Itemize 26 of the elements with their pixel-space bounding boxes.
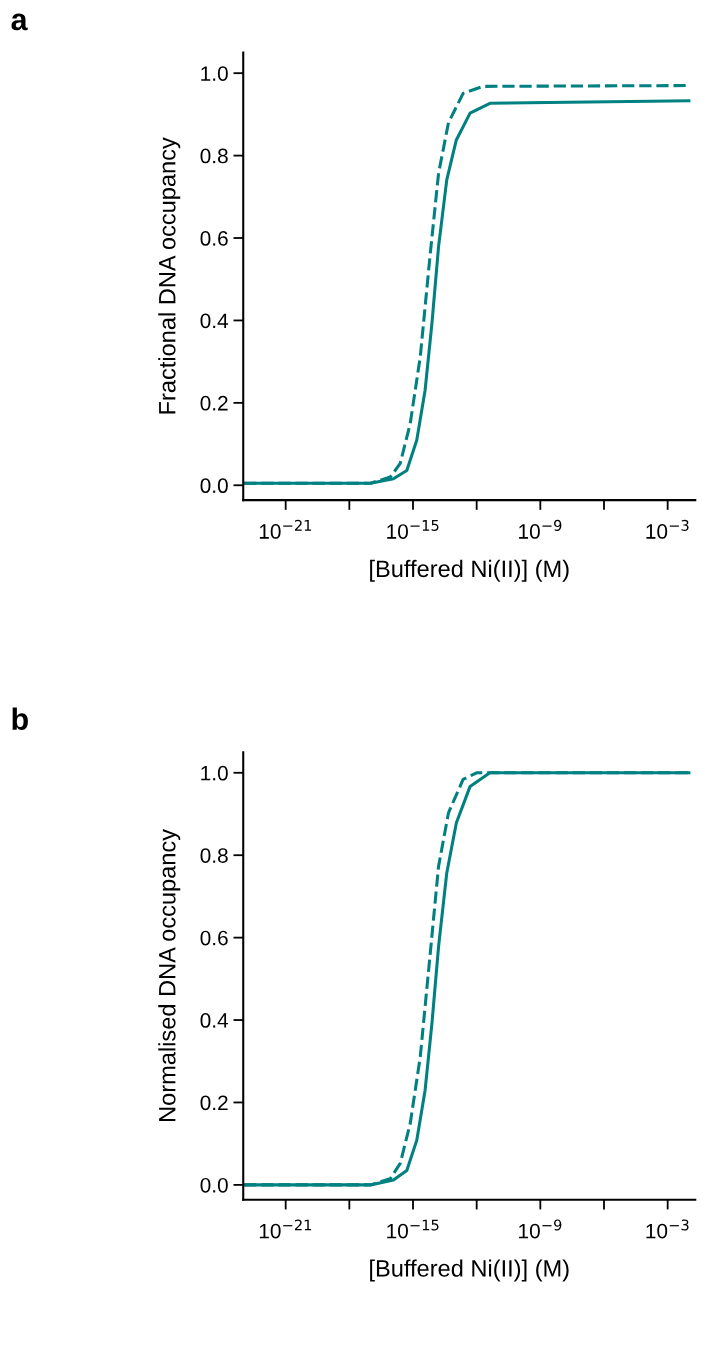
y-tick-label: 1.0 — [201, 765, 228, 781]
x-axis-title: [Buffered Ni(II)] (M) — [370, 559, 569, 582]
y-tick-label: 1.0 — [201, 66, 228, 81]
chart-title: b — [12, 707, 28, 730]
y-tick-label: 0.0 — [200, 1177, 228, 1193]
x-tick-label: 10$^{−21}$ — [259, 1219, 312, 1239]
y-tick-label: 0.8 — [200, 148, 228, 164]
y-tick-label: 0.4 — [200, 313, 229, 329]
y-tick-label: 0.8 — [200, 848, 228, 863]
y-tick-label: 0.4 — [200, 1013, 229, 1028]
y-axis-title: Fractional DNA occupancy — [158, 137, 181, 414]
y-tick-label: 0.6 — [200, 231, 228, 246]
x-tick-label: 10$^{−9}$ — [519, 519, 562, 539]
y-tick-label: 0.2 — [200, 1095, 228, 1111]
x-tick-label: 10$^{−9}$ — [519, 1219, 562, 1239]
x-tick-label: 10$^{−3}$ — [646, 519, 689, 539]
x-tick-label: 10$^{−3}$ — [646, 1219, 689, 1239]
x-axis-title: [Buffered Ni(II)] (M) — [370, 1259, 569, 1282]
y-tick-label: 0.6 — [200, 930, 228, 946]
x-tick-label: 10$^{−15}$ — [387, 520, 439, 539]
y-tick-label: 0.2 — [200, 395, 228, 411]
x-tick-label: 10$^{−15}$ — [387, 1219, 439, 1239]
y-tick-label: 0.0 — [200, 478, 228, 494]
y-axis-title: Normalised DNA occupancy — [158, 829, 181, 1121]
x-tick-label: 10$^{−21}$ — [259, 519, 312, 539]
chart-title: a — [11, 13, 28, 31]
